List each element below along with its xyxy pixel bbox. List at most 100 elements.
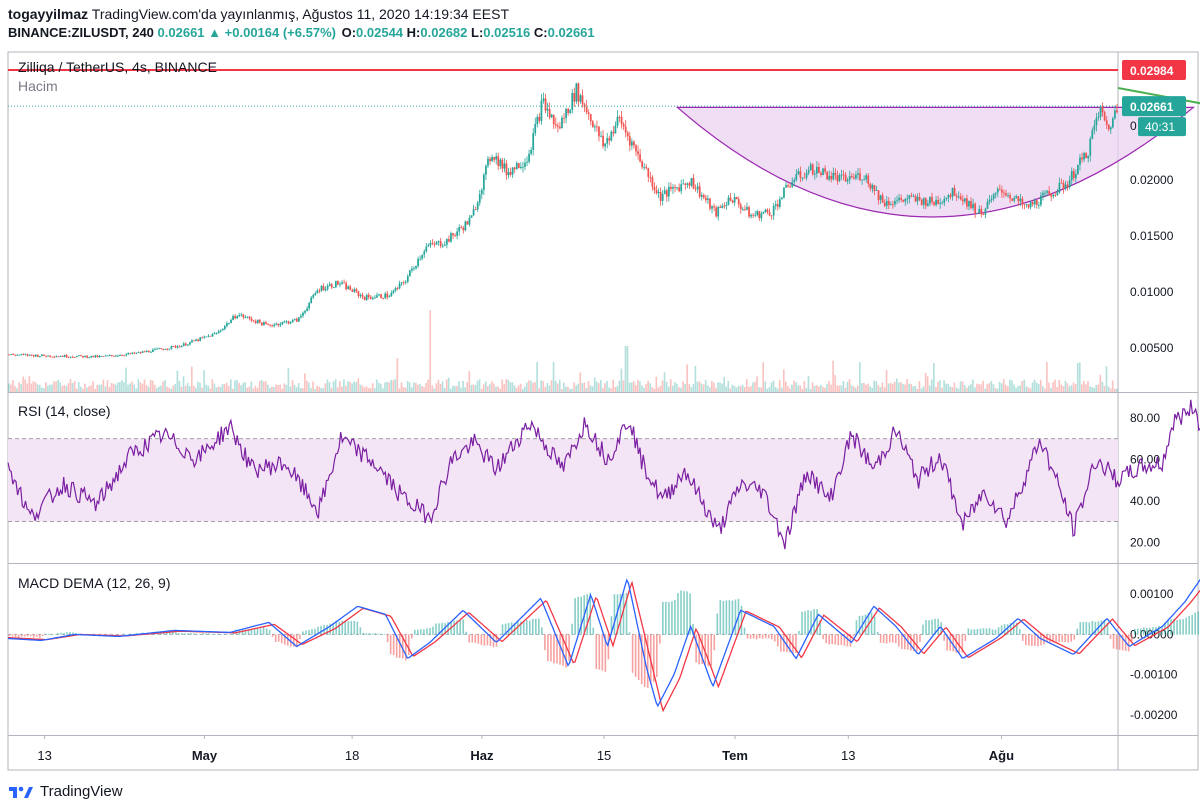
candle-body	[287, 321, 290, 324]
candle-body	[939, 202, 942, 204]
author-name[interactable]: togayyilmaz	[8, 6, 89, 22]
volume-bar	[881, 382, 884, 392]
candle-body	[674, 187, 676, 189]
candle-body	[515, 163, 518, 170]
macd-histogram-bar	[535, 618, 537, 635]
macd-histogram-bar	[544, 634, 546, 651]
macd-signal-line	[7, 580, 1200, 713]
volume-bar	[949, 386, 952, 392]
macd-histogram-bar	[404, 634, 407, 661]
volume-bar	[930, 379, 933, 392]
volume-bar	[433, 388, 436, 392]
candle-body	[561, 117, 563, 129]
volume-bar	[799, 385, 802, 392]
volume-bar	[316, 385, 318, 392]
macd-histogram-bar	[783, 634, 785, 652]
macd-histogram-bar	[952, 634, 955, 652]
candle-body	[306, 308, 308, 311]
candle-body	[1044, 192, 1046, 194]
candle-body	[707, 198, 709, 201]
volume-bar	[271, 386, 273, 392]
volume-bar	[73, 381, 76, 392]
volume-bar	[725, 386, 728, 392]
macd-histogram-bar	[668, 602, 670, 635]
candle-body	[554, 124, 557, 126]
volume-bar	[470, 384, 473, 392]
candle-body	[678, 187, 681, 192]
candle-body	[386, 293, 389, 298]
volume-bar	[1087, 380, 1089, 392]
volume-bar	[937, 382, 939, 392]
candle-body	[349, 286, 352, 291]
candle-body	[162, 348, 165, 350]
candle-body	[1105, 120, 1108, 125]
candle-body	[240, 314, 243, 316]
macd-histogram-bar	[743, 627, 746, 635]
volume-bar	[721, 383, 723, 392]
candle-body	[244, 317, 247, 319]
volume-bar	[400, 382, 403, 392]
candle-body	[117, 355, 119, 357]
candle-body	[892, 204, 894, 206]
candle-body	[904, 199, 907, 202]
macd-histogram-bar	[1052, 634, 1054, 643]
candle-body	[937, 199, 940, 204]
volume-bar	[626, 346, 629, 392]
volume-bar	[1115, 388, 1118, 392]
macd-histogram-bar	[1070, 634, 1072, 642]
volume-bar	[922, 386, 925, 392]
volume-bar	[735, 387, 738, 392]
candle-body	[692, 177, 695, 189]
candle-body	[859, 173, 861, 181]
macd-tick-label: 0.00100	[1130, 587, 1174, 601]
candle-body	[990, 198, 993, 200]
volume-bar	[1078, 362, 1081, 392]
macd-histogram-bar	[1127, 634, 1130, 652]
volume-bar	[501, 379, 503, 392]
current-price-badge	[1122, 96, 1186, 117]
candle-body	[885, 200, 888, 206]
volume-bar	[542, 381, 545, 392]
volume-bar	[902, 384, 904, 392]
candle-body	[756, 211, 759, 216]
volume-bar	[606, 380, 608, 392]
candle-body	[59, 356, 62, 357]
candle-body	[715, 207, 718, 217]
candle-body	[234, 316, 237, 319]
volume-bar	[569, 388, 571, 392]
candle-body	[571, 93, 574, 110]
macd-histogram-bar	[123, 633, 126, 635]
candle-body	[147, 350, 150, 353]
candle-body	[577, 83, 580, 102]
candle-body	[49, 355, 52, 357]
volume-bar	[711, 381, 713, 392]
volume-bar	[213, 383, 216, 392]
candle-body	[129, 353, 132, 354]
candle-body	[799, 171, 802, 178]
candle-body	[433, 243, 436, 245]
volume-bar	[778, 379, 781, 392]
candle-body	[978, 208, 981, 214]
volume-bar	[291, 379, 294, 392]
volume-bar	[885, 369, 888, 392]
candle-body	[1089, 138, 1092, 156]
volume-bar	[532, 382, 534, 392]
macd-histogram-bar	[1112, 634, 1115, 649]
volume-bar	[575, 385, 577, 392]
volume-bar	[877, 385, 880, 392]
macd-histogram-bar	[780, 634, 782, 652]
macd-histogram-bar	[904, 634, 906, 650]
macd-histogram-bar	[214, 634, 216, 635]
brand-name[interactable]: TradingView	[40, 782, 123, 800]
candle-body	[361, 294, 364, 297]
volume-bar	[772, 380, 775, 392]
macd-histogram-bar	[380, 634, 383, 635]
volume-bar	[382, 388, 384, 392]
candle-body	[702, 194, 705, 198]
candle-body	[168, 348, 171, 350]
macd-histogram-bar	[964, 634, 967, 641]
volume-bar	[482, 384, 485, 392]
volume-bar	[787, 385, 789, 392]
volume-bar	[854, 387, 857, 392]
